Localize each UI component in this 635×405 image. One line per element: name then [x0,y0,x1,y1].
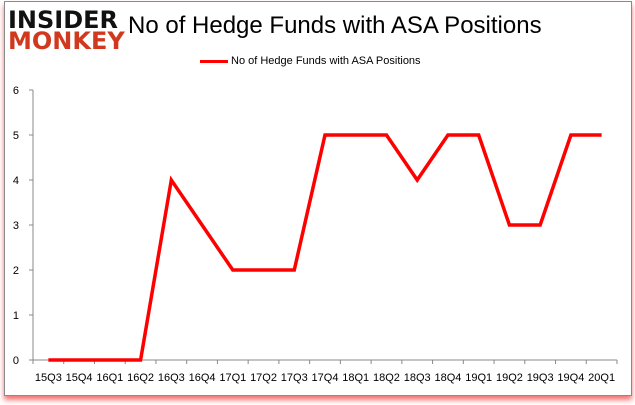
series-line [48,133,602,362]
logo-monkey: MONKEY [8,27,125,55]
y-tick-label: 6 [13,85,19,97]
x-tick-label: 19Q2 [496,372,523,384]
x-tick-label: 18Q3 [404,372,431,384]
x-tick-label: 19Q4 [557,372,584,384]
x-tick-label: 17Q2 [250,372,277,384]
x-tick-label: 15Q4 [66,372,93,384]
x-tick-label: 20Q1 [588,372,615,384]
x-tick-label: 19Q3 [527,372,554,384]
legend: No of Hedge Funds with ASA Positions [200,55,421,67]
chart-title: No of Hedge Funds with ASA Positions [128,12,542,39]
x-tick-label: 16Q2 [127,372,154,384]
x-tick-label: 18Q2 [373,372,400,384]
y-tick-label: 4 [13,175,19,187]
x-tick-label: 19Q1 [465,372,492,384]
x-tick-label: 17Q3 [281,372,308,384]
x-tick-label: 18Q4 [434,372,461,384]
y-tick-label: 0 [13,355,19,367]
x-tick-label: 16Q1 [96,372,123,384]
x-tick-label: 17Q1 [219,372,246,384]
y-tick-label: 5 [13,130,19,142]
y-tick-label: 2 [13,265,19,277]
x-tick-label: 18Q1 [342,372,369,384]
chart-frame [4,1,632,396]
legend-swatch [200,59,228,63]
logo-insider: INSIDER [8,6,119,34]
y-tick-label: 1 [13,310,19,322]
y-tick-label: 3 [13,220,19,232]
x-tick-label: 15Q3 [35,372,62,384]
x-tick-label: 17Q4 [312,372,339,384]
x-tick-label: 16Q4 [189,372,216,384]
legend-label: No of Hedge Funds with ASA Positions [231,55,421,67]
x-tick-label: 16Q3 [158,372,185,384]
